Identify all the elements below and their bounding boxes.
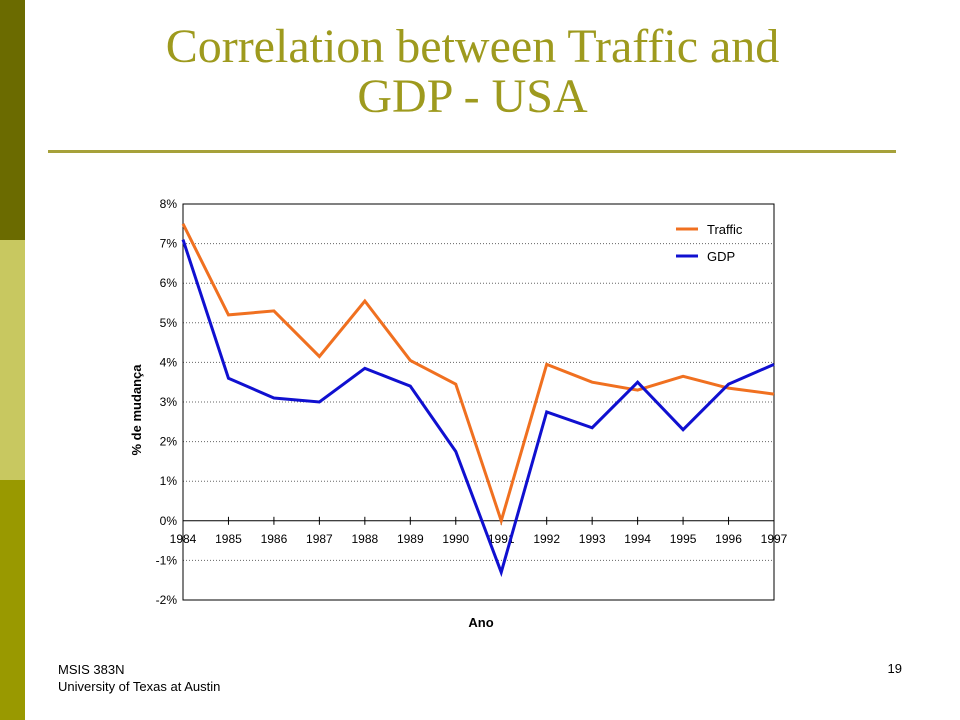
sidebar-band-mid [0, 480, 25, 720]
x-tick-label: 1986 [261, 532, 288, 546]
x-tick-label: 1995 [670, 532, 697, 546]
footer-course: MSIS 383N [58, 662, 125, 677]
y-tick-label: 8% [160, 197, 178, 211]
footer-university: University of Texas at Austin [58, 679, 221, 694]
slide-title: Correlation between Traffic and GDP - US… [50, 22, 895, 122]
x-tick-label: 1993 [579, 532, 606, 546]
slide-title-line1: Correlation between Traffic and [165, 20, 780, 73]
footer: MSIS 383N University of Texas at Austin [58, 661, 220, 695]
chart-series [181, 223, 775, 578]
series-line-gdp [181, 239, 775, 578]
x-tick-label: 1988 [351, 532, 378, 546]
y-tick-label: -1% [156, 553, 178, 567]
title-divider [48, 150, 896, 153]
y-tick-label: 3% [160, 395, 178, 409]
x-tick-label: 1992 [533, 532, 560, 546]
x-tick-label: 1990 [442, 532, 469, 546]
y-tick-label: 2% [160, 435, 178, 449]
y-tick-label: 0% [160, 514, 178, 528]
y-tick-label: 7% [160, 237, 178, 251]
legend-label: GDP [707, 249, 735, 264]
sidebar-band-light [0, 240, 25, 480]
x-tick-label: 1994 [624, 532, 651, 546]
x-tick-label: 1989 [397, 532, 424, 546]
x-tick-label: 1991 [488, 532, 515, 546]
y-tick-label: 5% [160, 316, 178, 330]
page-number: 19 [887, 661, 902, 676]
x-tick-label: 1997 [761, 532, 788, 546]
y-tick-label: -2% [156, 593, 178, 607]
series-line-traffic [181, 223, 775, 526]
sidebar-decoration [0, 0, 25, 720]
y-axis-label: % de mudança [129, 364, 144, 456]
sidebar-band-dark [0, 0, 25, 240]
x-axis-label: Ano [468, 615, 493, 630]
x-tick-label: 1984 [170, 532, 197, 546]
x-axis: 1984 1985 1986 1987 1988 1989 1990 1991 1992 1993… [170, 516, 788, 546]
slide-title-line2: GDP - USA [357, 70, 588, 123]
x-tick-label: 1985 [215, 532, 242, 546]
plot-frame [182, 203, 775, 601]
legend-label: Traffic [707, 222, 743, 237]
x-tick-label: 1996 [715, 532, 742, 546]
y-tick-label: 4% [160, 355, 178, 369]
chart-legend: Traffic GDP [676, 222, 743, 264]
y-tick-label: 1% [160, 474, 178, 488]
y-tick-label: 6% [160, 276, 178, 290]
x-tick-label: 1987 [306, 532, 333, 546]
y-axis: 8% 7% 6% 5% 4% 3% 2% 1% 0% -1% -2% [156, 197, 178, 607]
